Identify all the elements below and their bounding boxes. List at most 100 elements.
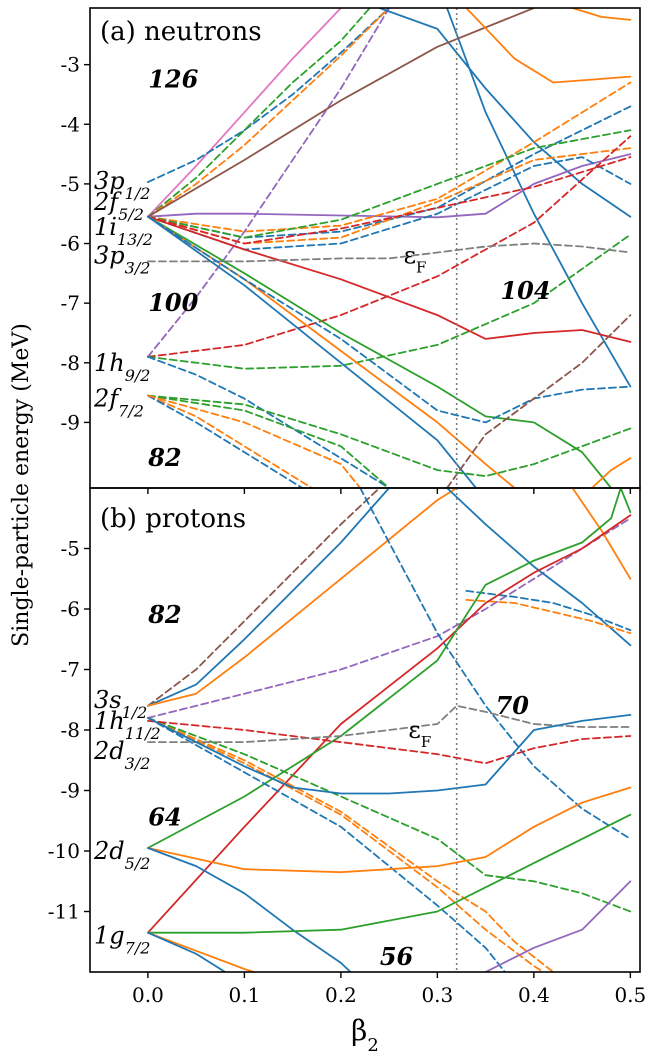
orbital-label: 1i13/2 (94, 213, 153, 249)
proton-level-line (147, 717, 555, 972)
neutron-level-line (147, 8, 342, 218)
proton-level-line (147, 786, 632, 874)
neutron-level-line (147, 8, 371, 218)
y-tick-label: -7 (61, 291, 80, 315)
x-tick-label: 0.2 (325, 983, 357, 1007)
neutron-level-line (147, 215, 632, 343)
neutron-level-line (571, 8, 582, 9)
neutron-x-ticks (147, 488, 632, 494)
x-tick-label: 0.5 (614, 983, 646, 1007)
neutron-panel-title: (a) neutrons (100, 17, 262, 47)
neutron-level-line (147, 215, 612, 488)
neutron-level-line (147, 215, 477, 488)
y-tick-label: -6 (61, 597, 80, 621)
magic-number: 56 (380, 942, 414, 971)
neutron-level-line (147, 394, 304, 488)
proton-level-line (571, 488, 632, 580)
neutron-level-line (147, 156, 632, 245)
neutron-level-line (147, 129, 632, 239)
neutron-level-line (147, 8, 390, 218)
x-tick-label: 0.1 (228, 983, 260, 1007)
neutron-level-line (147, 156, 632, 251)
proton-level-line (147, 488, 381, 707)
magic-number: 64 (148, 803, 181, 832)
proton-level-line (147, 714, 632, 795)
neutron-level-line (147, 8, 390, 358)
x-tick-label: 0.4 (518, 983, 550, 1007)
orbital-label: 3p1/2 (94, 167, 150, 203)
proton-level-line (359, 488, 632, 840)
neutron-level-line (147, 81, 632, 233)
y-tick-label: -9 (61, 779, 80, 803)
magic-number: 104 (500, 276, 550, 305)
y-tick-label: -6 (61, 232, 80, 256)
proton-level-line (147, 720, 632, 765)
orbital-label: 2d3/2 (93, 737, 150, 773)
proton-level-line (147, 931, 255, 972)
orbital-label: 2f7/2 (93, 385, 144, 421)
magic-number: 82 (147, 600, 181, 629)
y-tick-label: -8 (61, 351, 80, 375)
y-tick-label: -4 (61, 112, 80, 136)
y-tick-label: -5 (61, 537, 80, 561)
proton-levels (147, 488, 632, 972)
neutron-level-line (147, 215, 632, 424)
neutron-level-line (147, 8, 390, 183)
orbital-label: 1g7/2 (94, 922, 150, 958)
magic-number: 126 (148, 65, 198, 94)
proton-level-line (147, 488, 390, 707)
neutron-level-line (147, 242, 632, 263)
proton-level-line (147, 517, 632, 719)
fermi-level-label: εF (408, 716, 431, 751)
magic-number: 70 (496, 691, 530, 720)
orbital-label: 1h9/2 (94, 349, 150, 385)
proton-level-line (147, 717, 506, 972)
neutron-y-ticks: -3 -4 -5 -6 -7 -8 -9 (61, 53, 90, 434)
y-tick-label: -9 (61, 410, 80, 434)
proton-level-line (147, 488, 632, 849)
proton-y-ticks: -5 -6 -7 -8 -9 -10 -11 (48, 537, 90, 924)
neutron-level-line (147, 153, 632, 219)
proton-level-line (446, 488, 632, 647)
proton-level-line (484, 880, 632, 972)
proton-level-line (147, 847, 352, 972)
neutron-level-line (147, 215, 516, 488)
neutron-level-line (378, 8, 632, 218)
orbital-label: 3p3/2 (94, 241, 150, 277)
neutron-level-line (571, 8, 632, 21)
neutron-level-line (147, 394, 362, 488)
proton-level-line (147, 488, 458, 707)
orbital-label: 1h11/2 (94, 707, 161, 743)
x-tick-label: 0.3 (421, 983, 453, 1007)
y-tick-label: -3 (61, 53, 80, 77)
magic-number: 100 (148, 288, 198, 317)
proton-level-line (147, 514, 632, 934)
neutron-level-line (147, 135, 632, 358)
proton-level-line (147, 931, 226, 972)
neutron-level-line (147, 394, 390, 488)
neutron-level-line (465, 8, 632, 84)
x-axis-label: β2 (351, 1014, 379, 1053)
y-axis-label: Single-particle energy (MeV) (9, 323, 34, 647)
neutron-level-line (147, 233, 632, 370)
y-tick-label: -10 (48, 839, 80, 863)
x-tick-label: 0.0 (132, 983, 164, 1007)
orbital-label: 2f5/2 (93, 188, 144, 224)
neutron-level-line (446, 314, 632, 488)
proton-level-line (465, 599, 632, 635)
magic-number: 82 (147, 443, 181, 472)
orbital-label: 3s1/2 (94, 686, 147, 722)
proton-level-line (147, 717, 545, 972)
proton-level-line (147, 704, 632, 743)
neutron-levels (147, 8, 632, 488)
y-tick-label: -5 (61, 172, 80, 196)
orbital-label: 2d5/2 (93, 837, 150, 873)
neutron-level-line (147, 355, 390, 488)
proton-level-line (147, 717, 632, 913)
neutron-level-line (147, 394, 632, 477)
